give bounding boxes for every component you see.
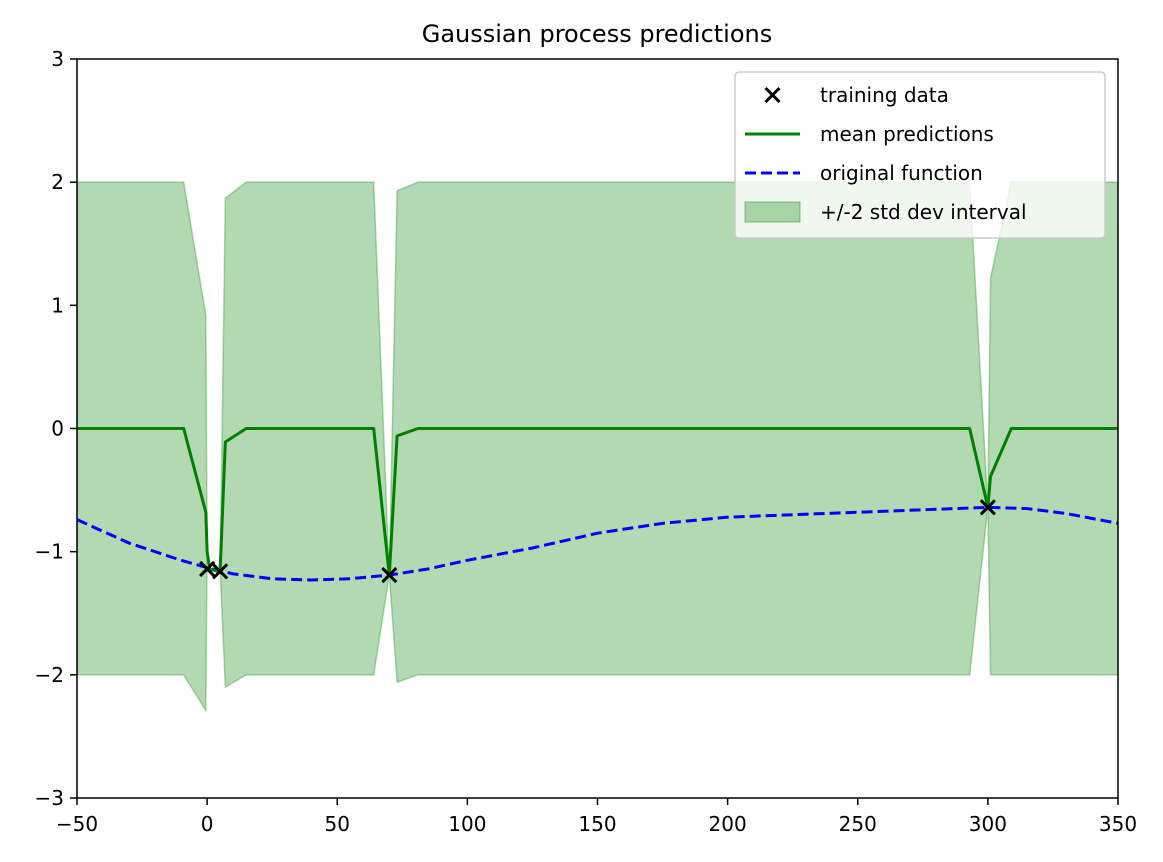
x-tick-label: 350	[1099, 812, 1137, 836]
legend-label: mean predictions	[820, 122, 994, 146]
mean-predictions-line	[77, 427, 1118, 577]
y-tick-label: −2	[35, 663, 64, 687]
legend: training data mean predictions original fu…	[734, 71, 1106, 239]
plot-area	[77, 181, 1118, 714]
y-tick-label: 2	[51, 170, 64, 194]
legend-patch-std-interval	[744, 201, 801, 223]
training-data-point	[381, 567, 398, 584]
x-tick-label: 0	[201, 812, 214, 836]
x-tick-label: −50	[56, 812, 98, 836]
x-tick-label: 50	[325, 812, 350, 836]
y-tick-label: −3	[35, 786, 64, 810]
legend-marker-training-data	[764, 86, 781, 104]
training-data-point	[199, 560, 216, 577]
y-tick-label: −1	[35, 540, 64, 564]
x-tick-label: 300	[969, 812, 1007, 836]
x-tick-label: 150	[578, 812, 616, 836]
y-tick-label: 0	[51, 417, 64, 441]
training-data-point	[979, 499, 996, 516]
legend-box	[734, 71, 1106, 239]
legend-label: training data	[820, 83, 949, 107]
plot-content	[77, 181, 1118, 714]
legend-label: original function	[820, 161, 983, 185]
x-tick-label: 250	[839, 812, 877, 836]
training-data-point	[212, 563, 229, 580]
x-tick-label: 100	[448, 812, 486, 836]
y-tick-label: 3	[51, 47, 64, 71]
axes: −50 0 50 100 150 200 250 300 350 −3 −2 −1 0 1 2 3	[35, 47, 1138, 836]
std-interval-band	[77, 181, 1118, 714]
y-tick-label: 1	[51, 293, 64, 317]
legend-label: +/-2 std dev interval	[820, 200, 1027, 224]
chart-title: Gaussian process predictions	[422, 20, 773, 48]
x-tick-label: 200	[709, 812, 747, 836]
